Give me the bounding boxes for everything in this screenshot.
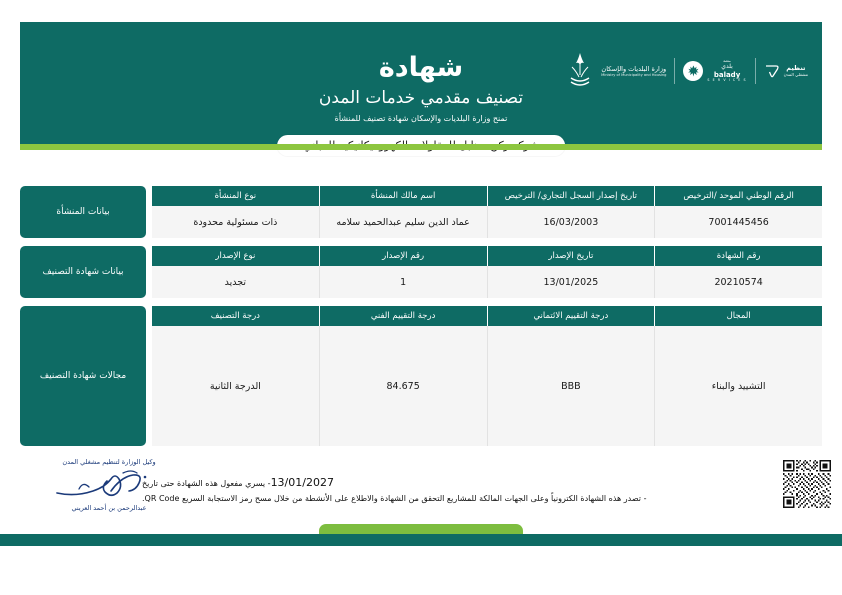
certificate-header-cell: رقم الإصدار (318, 246, 487, 266)
fields-table-row: التشييد والبناء BBB 84.675 الدرجة الثاني… (152, 326, 822, 446)
handwritten-signature-icon (34, 467, 184, 503)
fields-value-cell: التشييد والبناء (654, 326, 822, 446)
certificate-header-cell: تاريخ الإصدار (486, 246, 655, 266)
establishment-value-cell: 16/03/2003 (486, 206, 655, 238)
balady-logo-sub: منصة (723, 58, 731, 63)
certificate-table: رقم الشهادة تاريخ الإصدار رقم الإصدار نو… (152, 246, 822, 298)
header-green-strip (20, 144, 822, 150)
page-subtitle: تصنيف مقدمي خدمات المدن (318, 88, 524, 108)
tanzeem-logo-text: تنظيم مشغلي المدن (783, 63, 808, 78)
balady-logo-en: balady (713, 70, 741, 79)
valid-until-date: 13/01/2027 (270, 476, 334, 489)
footer-green-tab (319, 524, 523, 537)
tanzeem-logo-subtitle: مشغلي المدن (783, 72, 808, 78)
signature-block: وكيل الوزارة لتنظيم مشغلي المدن عبدالرحم… (34, 458, 184, 512)
fields-table: المجال درجة التقييم الائتماني درجة التقي… (152, 306, 822, 446)
establishment-header-cell: الرقم الوطني الموحد /الترخيص (654, 186, 822, 206)
fields-header-cell: درجة التقييم الائتماني (486, 306, 655, 326)
certificate-data-block: رقم الشهادة تاريخ الإصدار رقم الإصدار نو… (20, 246, 822, 298)
footer-notes: 13/01/2027- يسري مفعول هذه الشهادة حتى ت… (142, 474, 662, 505)
establishment-value-cell: 7001445456 (654, 206, 822, 238)
certificate-table-header-row: رقم الشهادة تاريخ الإصدار رقم الإصدار نو… (152, 246, 822, 266)
logo-divider (754, 58, 756, 84)
footer-teal-bar (0, 534, 842, 546)
certificate-value-cell: 1 (318, 266, 487, 298)
establishment-header-cell: تاريخ إصدار السجل التجاري/ الترخيص (486, 186, 655, 206)
balady-logo: منصة بلدي balady S E R V I C E S (683, 58, 747, 83)
validity-note-line: 13/01/2027- يسري مفعول هذه الشهادة حتى ت… (142, 474, 662, 492)
tanzeem-logo: تنظيم مشغلي المدن (764, 63, 808, 79)
ministry-name-en: Ministry of Municipality and Housing (601, 72, 667, 77)
classification-fields-block: المجال درجة التقييم الائتماني درجة التقي… (20, 306, 822, 446)
establishment-value-cell: ذات مسئولية محدودة (193, 216, 278, 228)
establishment-section-label: بيانات المنشأة (20, 186, 146, 238)
validity-note-text: - يسري مفعول هذه الشهادة حتى تاريخ (142, 479, 271, 488)
establishment-value-cell: عماد الدين سليم عبدالحميد سلامه (318, 206, 487, 238)
page-note: تمنح وزارة البلديات والإسكان شهادة تصنيف… (334, 114, 508, 123)
certificate-header-cell: رقم الشهادة (654, 246, 822, 266)
fields-header-cell: المجال (654, 306, 822, 326)
logo-divider-2 (674, 58, 676, 84)
signature-name: عبدالرحمن بن أحمد العريني (71, 504, 147, 512)
page-title: شهادة (378, 52, 464, 83)
fields-value-cell: BBB (486, 326, 655, 446)
establishment-data-block: الرقم الوطني الموحد /الترخيص تاريخ إصدار… (20, 186, 822, 238)
establishment-table: الرقم الوطني الموحد /الترخيص تاريخ إصدار… (152, 186, 822, 238)
certificate-value-cell: تجديد (224, 276, 247, 288)
tanzeem-logo-title: تنظيم (786, 63, 806, 72)
balady-logo-ar: بلدي (721, 62, 733, 70)
fields-table-header-row: المجال درجة التقييم الائتماني درجة التقي… (152, 306, 822, 326)
balady-logo-text: منصة بلدي balady S E R V I C E S (707, 58, 747, 83)
certificate-header: تنظيم مشغلي المدن منصة بلدي balady S E R… (20, 22, 822, 156)
balady-palm-icon (683, 60, 704, 81)
fields-value-cell: 84.675 (318, 326, 487, 446)
establishment-table-row: 7001445456 16/03/2003 عماد الدين سليم عب… (152, 206, 822, 238)
fields-value-cell: الدرجة الثانية (209, 380, 261, 392)
ministry-logo: وزارة البلديات والإسكان Ministry of Muni… (601, 65, 666, 78)
qr-code-icon[interactable] (783, 460, 831, 508)
fields-header-cell: درجة التصنيف (152, 306, 319, 326)
ministry-name-ar: وزارة البلديات والإسكان (601, 64, 667, 73)
certificate-value-cell: 13/01/2025 (486, 266, 655, 298)
certificate-section-label: بيانات شهادة التصنيف (20, 246, 146, 298)
qr-verification-note: - تصدر هذه الشهادة الكترونياً وعلى الجها… (142, 494, 647, 504)
establishment-table-header-row: الرقم الوطني الموحد /الترخيص تاريخ إصدار… (152, 186, 822, 206)
tanzeem-arrow-icon (764, 63, 780, 79)
header-logos: تنظيم مشغلي المدن منصة بلدي balady S E R… (567, 50, 808, 92)
establishment-header-cell: اسم مالك المنشأة (318, 186, 487, 206)
signature-title: وكيل الوزارة لتنظيم مشغلي المدن (62, 458, 156, 466)
certificate-header-cell: نوع الإصدار (152, 246, 319, 266)
certificate-table-row: 20210574 13/01/2025 1 تجديد (152, 266, 822, 298)
fields-header-cell: درجة التقييم الفني (318, 306, 487, 326)
saudi-emblem-icon (567, 51, 593, 91)
fields-section-label: مجالات شهادة التصنيف (20, 306, 146, 446)
balady-logo-tag: S E R V I C E S (707, 77, 747, 82)
certificate-value-cell: 20210574 (654, 266, 822, 298)
establishment-header-cell: نوع المنشأة (152, 186, 319, 206)
